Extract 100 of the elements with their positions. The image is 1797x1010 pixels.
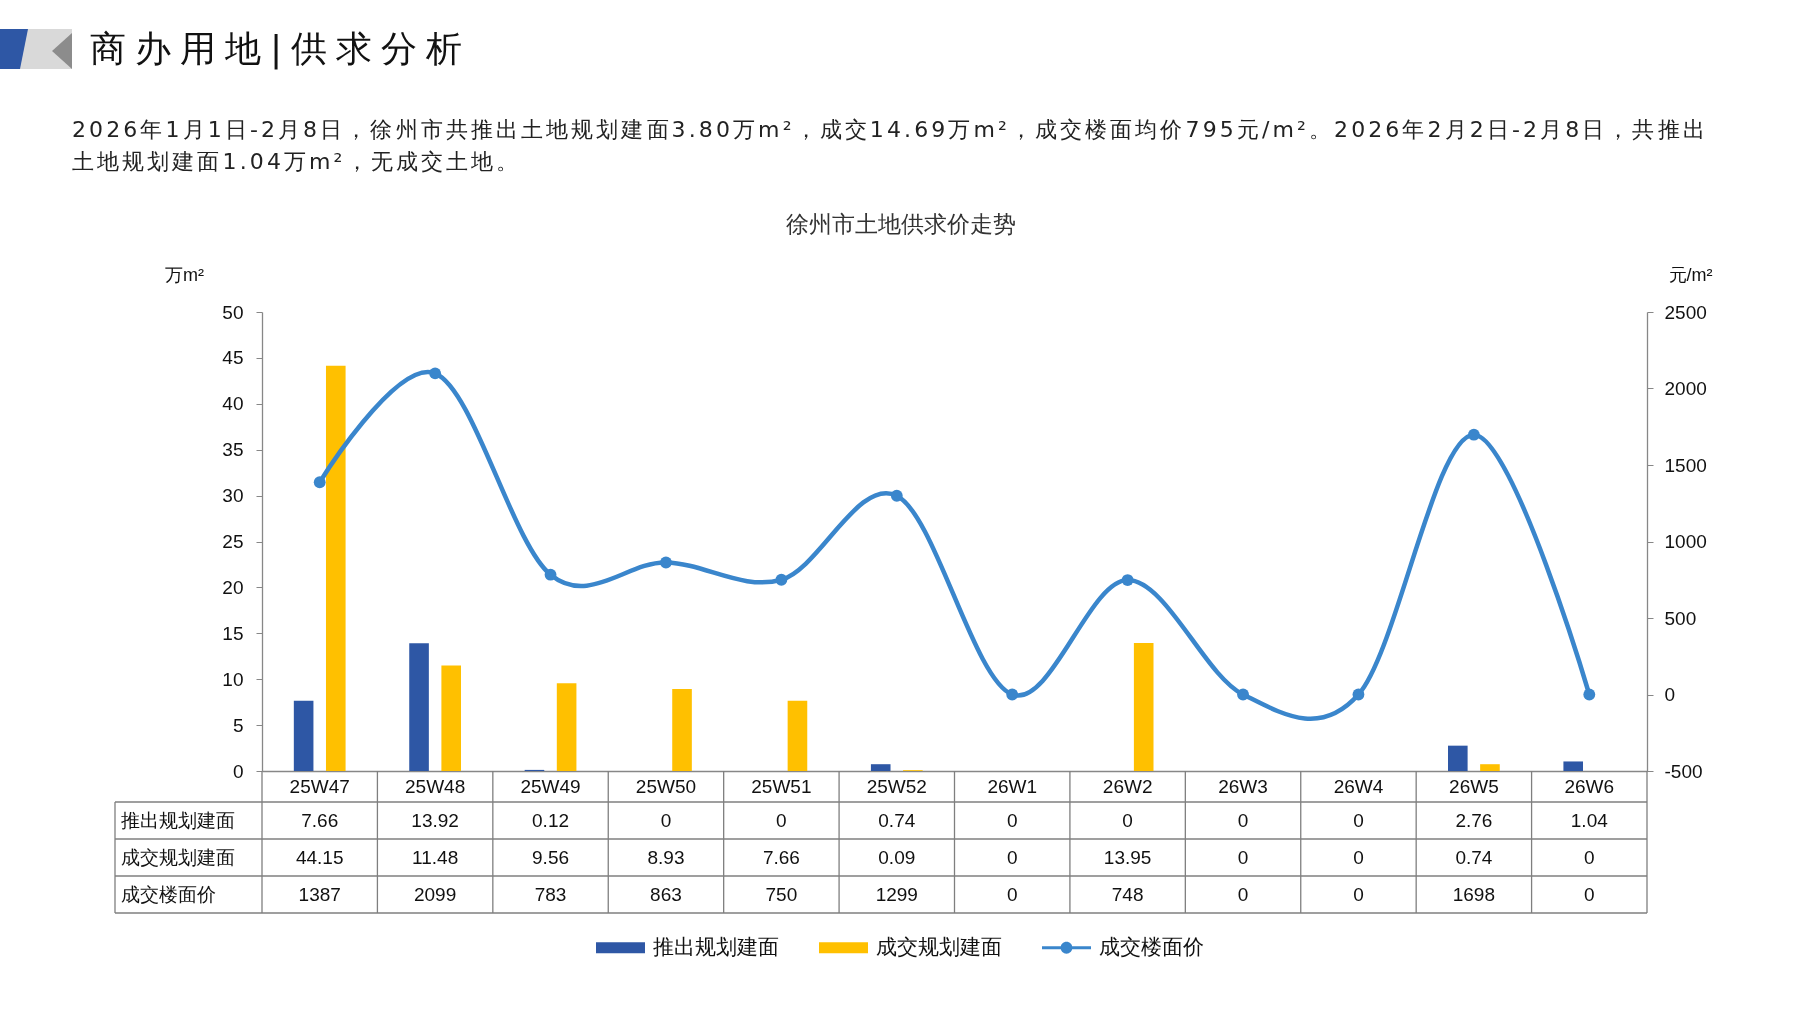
chart-title: 徐州市土地供求价走势	[785, 211, 1016, 237]
bar	[293, 700, 314, 771]
data-label: 0	[1122, 809, 1133, 831]
y-tick-label: 40	[222, 393, 244, 415]
data-label: 783	[534, 883, 567, 905]
data-label: 1299	[875, 883, 918, 905]
point	[1006, 688, 1019, 701]
x-tick-label: 26W4	[1333, 775, 1384, 797]
point	[1583, 688, 1596, 701]
y-axis-title: 万m²	[165, 264, 204, 285]
point	[1467, 428, 1480, 441]
data-label: 0	[1353, 883, 1364, 905]
bar	[1133, 642, 1154, 771]
x-tick-label: 25W50	[635, 775, 697, 797]
y2-tick-label: 1000	[1664, 531, 1707, 552]
x-tick-label: 26W5	[1449, 775, 1499, 797]
legend-label: 成交规划建面	[876, 934, 1002, 958]
text: 商办用地|供求分析	[90, 27, 472, 72]
x-tick-label: 26W6	[1564, 775, 1615, 797]
y-tick-label: 0	[232, 760, 244, 782]
point	[890, 489, 903, 502]
data-label: 2.76	[1455, 809, 1493, 831]
y-tick-label: 35	[222, 439, 244, 461]
y2-tick-label: -500	[1664, 760, 1703, 782]
bar	[441, 665, 462, 771]
x-tick-label: 26W2	[1102, 775, 1153, 797]
y-tick-label: 50	[222, 301, 244, 323]
data-label: 0	[1237, 846, 1249, 868]
legend-label: 推出规划建面	[653, 934, 779, 958]
data-label: 0	[776, 809, 787, 831]
data-label: 0	[1006, 809, 1018, 831]
data-label: 863	[650, 883, 682, 905]
data-label: 0.09	[878, 846, 916, 868]
data-label: 750	[765, 883, 798, 905]
data-label: 13.95	[1103, 846, 1152, 868]
point	[775, 573, 788, 586]
y-tick-label: 15	[222, 622, 244, 644]
point	[429, 367, 442, 380]
y2-tick-label: 2500	[1664, 301, 1707, 323]
data-label: 0	[1353, 809, 1364, 831]
data-label: 1387	[298, 883, 341, 905]
data-label: 9.56	[532, 846, 570, 868]
y-tick-label: 10	[222, 668, 244, 690]
point	[1237, 688, 1249, 701]
y-tick-label: 30	[222, 485, 244, 507]
x-tick-label: 25W52	[866, 775, 927, 797]
data-label: 0	[1006, 883, 1018, 905]
text: 成交楼面价	[121, 883, 216, 905]
y2-tick-label: 500	[1664, 607, 1697, 629]
text: 成交规划建面	[121, 846, 235, 868]
data-label: 0	[1353, 846, 1364, 868]
data-label: 0	[1006, 846, 1018, 868]
bar	[556, 683, 577, 771]
text: 推出规划建面	[121, 809, 235, 831]
data-label: 44.15	[295, 846, 344, 868]
y2-tick-label: 2000	[1664, 378, 1707, 399]
data-label: 1.04	[1570, 809, 1609, 831]
x-tick-label: 26W3	[1218, 775, 1268, 797]
bar	[787, 700, 808, 771]
bar	[672, 689, 692, 771]
point	[544, 568, 557, 581]
data-label: 7.66	[301, 809, 339, 831]
y-tick-label: 25	[222, 531, 244, 552]
point	[660, 556, 672, 569]
y-tick-label: 20	[222, 576, 244, 598]
y-tick-label: 5	[232, 714, 244, 736]
data-label: 0.12	[532, 809, 570, 831]
point	[1352, 688, 1365, 701]
y-tick-label: 45	[222, 347, 244, 369]
x-tick-label: 25W48	[405, 775, 466, 797]
data-label: 0	[1584, 846, 1595, 868]
data-label: 0.74	[1455, 846, 1493, 868]
y2-tick-label: 0	[1664, 684, 1676, 705]
bar	[409, 643, 429, 771]
bar	[1480, 764, 1500, 771]
data-label: 0	[1237, 809, 1249, 831]
legend-label: 成交楼面价	[1099, 934, 1204, 958]
x-tick-label: 25W47	[289, 775, 350, 797]
data-label: 0	[1237, 883, 1249, 905]
data-label: 8.93	[647, 846, 685, 868]
data-label: 0	[1584, 883, 1595, 905]
point	[313, 476, 326, 489]
x-tick-label: 26W1	[987, 775, 1038, 797]
point	[1121, 574, 1134, 586]
bar	[870, 764, 891, 771]
y2-tick-label: 1500	[1664, 454, 1707, 476]
data-label: 13.92	[411, 809, 459, 831]
data-label: 1698	[1452, 883, 1496, 905]
x-tick-label: 25W49	[520, 775, 581, 797]
data-label: 7.66	[762, 846, 800, 868]
data-label: 11.48	[412, 846, 459, 868]
data-label: 0	[660, 809, 672, 831]
data-label: 2099	[413, 883, 457, 905]
x-tick-label: 25W51	[751, 775, 812, 797]
bar	[1563, 761, 1584, 771]
text: 2026年1月1日-2月8日，徐州市共推出土地规划建面3.80万m²，成交14.69万m²，成交楼面均价795元/m²。2026年2月2日-2月8日，共推出土地规划建面1.04万m²，无成交土地。	[72, 116, 1709, 176]
y2-axis-title: 元/m²	[1668, 264, 1713, 285]
bar	[325, 365, 346, 771]
bar	[1447, 745, 1468, 771]
data-label: 0.74	[878, 809, 916, 831]
